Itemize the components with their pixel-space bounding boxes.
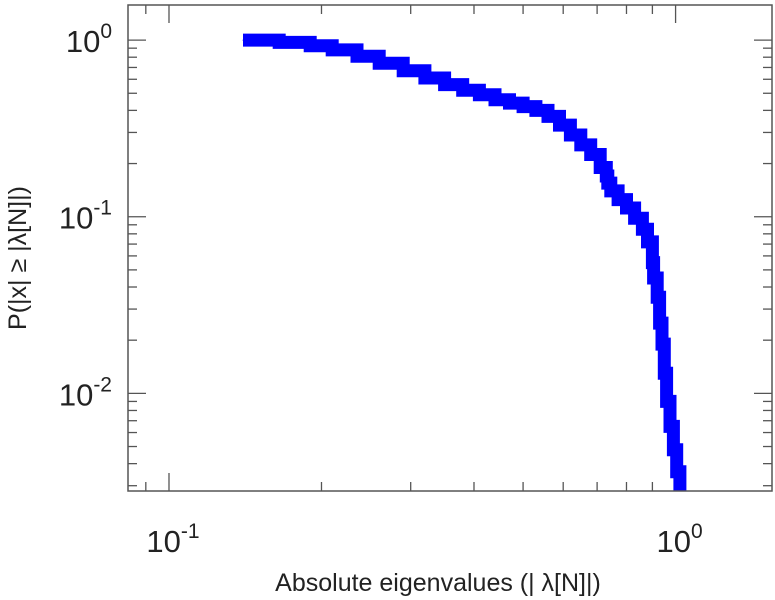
data-point (558, 124, 560, 126)
x-axis-label: Absolute eigenvalues (| λ[N]|) (275, 569, 601, 597)
data-point (669, 425, 671, 427)
y-tick-label: 10-2 (59, 373, 112, 412)
data-point (605, 175, 607, 177)
data-point (424, 77, 426, 79)
data-point (646, 241, 648, 243)
data-point (494, 99, 496, 101)
data-point (478, 94, 480, 96)
data-point (661, 343, 663, 345)
data-point (599, 166, 601, 168)
data-point (634, 217, 636, 219)
data-point (610, 190, 612, 192)
series-layer (242, 33, 687, 491)
data-point (242, 39, 244, 41)
tick-labels: 100 10-1 10-2 10-1 100 (59, 20, 703, 559)
data-point (663, 372, 665, 374)
data-point (617, 199, 619, 201)
data-point (378, 62, 380, 64)
data-point (444, 84, 446, 86)
data-point (666, 400, 668, 402)
x-tick-label: 10-1 (146, 520, 199, 559)
data-point (331, 49, 333, 51)
data-point (651, 262, 653, 264)
data-point (547, 115, 549, 117)
data-point (679, 487, 681, 489)
y-tick-label: 100 (66, 20, 112, 59)
data-point (402, 70, 404, 72)
plot-frame (127, 4, 773, 492)
data-point (569, 134, 571, 136)
data-point (590, 154, 592, 156)
x-tick-label: 100 (656, 520, 702, 559)
data-point (625, 207, 627, 209)
data-point (356, 55, 358, 57)
data-point (653, 277, 655, 279)
y-tick-label: 10-1 (59, 197, 112, 236)
data-point (672, 449, 674, 451)
data-point (278, 41, 280, 43)
y-axis-label: P(|x| ≥ |λ[N]|) (4, 186, 32, 330)
data-point (535, 109, 537, 111)
data-point (309, 45, 311, 47)
data-point (676, 471, 678, 473)
data-point (580, 144, 582, 146)
data-point (607, 182, 609, 184)
series-line-0 (243, 33, 687, 491)
data-point (462, 89, 464, 91)
data-point (508, 102, 510, 104)
data-point (522, 106, 524, 108)
data-point (656, 296, 658, 298)
data-point (641, 228, 643, 230)
data-point (659, 322, 661, 324)
